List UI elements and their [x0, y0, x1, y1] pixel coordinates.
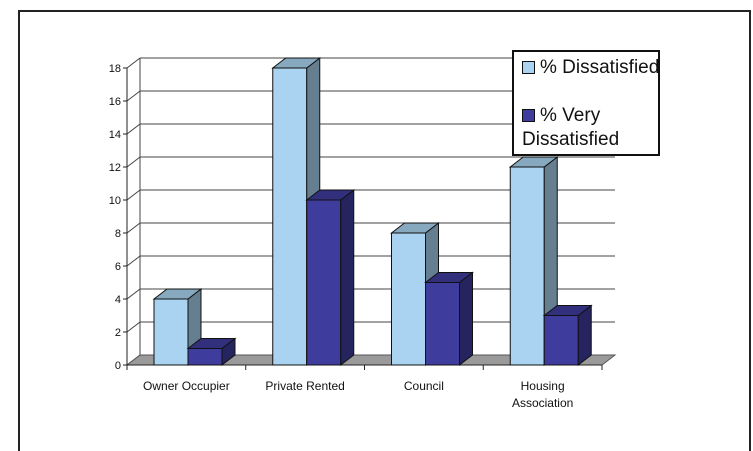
gridline-diagonal: [126, 222, 141, 234]
y-tick-label: 2: [115, 327, 121, 339]
y-tick-label: 10: [109, 195, 121, 207]
legend-item-very-dissatisfied: % Very Dissatisfied: [522, 104, 660, 152]
y-tick-label: 16: [109, 96, 121, 108]
legend-label-very-dissatisfied: % Very Dissatisfied: [522, 105, 620, 150]
bar-front: [425, 282, 460, 366]
gridline-diagonal: [126, 90, 141, 102]
legend-label-dissatisfied: % Dissatisfied: [540, 57, 660, 78]
bar-top: [542, 305, 593, 316]
category-label: Owner Occupier: [143, 379, 230, 393]
bar-front: [187, 348, 223, 366]
legend-swatch-light-blue: [522, 61, 535, 74]
y-tick-label: 4: [115, 294, 121, 306]
bar-top: [424, 272, 474, 283]
bar-very-dissatisfied: [424, 271, 474, 367]
gridline-diagonal: [126, 288, 141, 300]
bar-very-dissatisfied: [305, 188, 356, 367]
bar-front: [509, 166, 545, 366]
y-tick-label: 0: [115, 360, 121, 372]
bar-front: [391, 232, 426, 366]
y-tick-label: 8: [115, 228, 121, 240]
gridline-diagonal: [126, 123, 141, 135]
bar-front: [153, 298, 189, 366]
legend-swatch-dark-blue: [522, 109, 535, 122]
bar-front: [543, 315, 579, 366]
bar-dissatisfied: [271, 56, 322, 367]
bar-top: [390, 222, 440, 234]
y-tick-label: 18: [109, 63, 121, 75]
category-label: Private Rented: [265, 379, 344, 393]
bar-side: [340, 188, 355, 367]
bar-top: [271, 57, 322, 69]
bar-dissatisfied: [390, 221, 440, 367]
legend-item-dissatisfied: % Dissatisfied: [522, 56, 660, 80]
bar-front: [272, 67, 308, 366]
category-label: Housing: [521, 379, 565, 393]
bar-top: [305, 189, 356, 201]
y-tick-label: 12: [109, 162, 121, 174]
bar-side: [459, 271, 473, 367]
y-tick-label: 6: [115, 261, 121, 273]
gridline-diagonal: [126, 321, 141, 333]
gridline-diagonal: [126, 189, 141, 201]
bar-top: [508, 156, 559, 168]
gridline-diagonal: [126, 156, 141, 168]
bar-top: [152, 288, 203, 300]
labels: 0 2 4 6 8 10 12 14 16 18 Owner Occupier Private Ren…: [109, 63, 574, 410]
y-tick-label: 14: [109, 129, 121, 141]
bar-very-dissatisfied: [186, 337, 237, 367]
bar-very-dissatisfied: [542, 304, 593, 367]
category-label: Association: [512, 396, 573, 410]
category-label: Council: [404, 379, 444, 393]
gridline-diagonal: [126, 57, 141, 69]
bars: [152, 56, 593, 367]
bar-front: [306, 199, 342, 366]
bar-top: [186, 338, 237, 349]
gridline-diagonal: [126, 255, 141, 267]
legend: % Dissatisfied % Very Dissatisfied: [512, 50, 660, 156]
